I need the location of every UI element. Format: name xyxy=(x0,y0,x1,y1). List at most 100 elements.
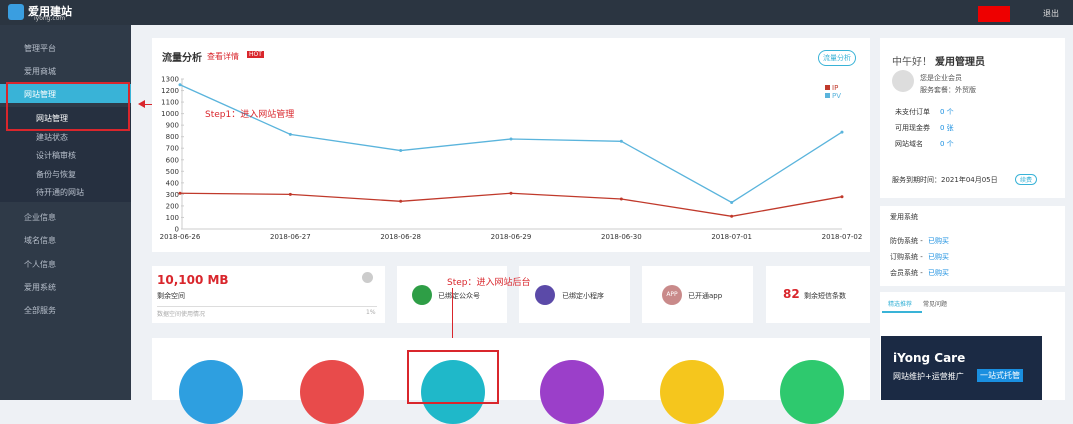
row-label: 会员系统 - xyxy=(890,269,923,277)
menu-item[interactable]: 管理平台 xyxy=(24,44,56,53)
wechat-label: 已绑定公众号 xyxy=(438,292,480,300)
point xyxy=(399,199,403,203)
profile-card xyxy=(880,38,1065,198)
tab[interactable]: 常见问题 xyxy=(923,301,948,308)
y-tick-label: 0 xyxy=(175,226,179,234)
point xyxy=(619,197,623,201)
series-line xyxy=(179,192,843,217)
mini-label: 已绑定小程序 xyxy=(562,292,604,300)
row-value: 0 个 xyxy=(940,108,954,116)
service-icon[interactable] xyxy=(179,360,243,424)
x-tick-label: 2018-06-26 xyxy=(160,233,201,241)
row-value[interactable]: 已购买 xyxy=(928,269,949,277)
flow-button[interactable]: 流量分析 xyxy=(818,50,856,66)
submenu-item[interactable]: 建站状态 xyxy=(36,132,68,142)
service-icon[interactable] xyxy=(540,360,604,424)
arrow-head xyxy=(138,100,145,108)
space-label: 剩余空间 xyxy=(157,292,185,300)
app-label: 已开通app xyxy=(688,292,723,300)
x-tick-label: 2018-06-28 xyxy=(380,233,421,241)
pie-icon xyxy=(362,272,373,283)
y-tick-label: 900 xyxy=(166,122,179,130)
system-card xyxy=(880,206,1065,286)
submenu-bg xyxy=(0,107,131,202)
point xyxy=(840,195,844,199)
submenu-item[interactable]: 网站管理 xyxy=(36,114,68,123)
top-bar xyxy=(0,0,1073,25)
highlight-box xyxy=(407,350,499,404)
legend-swatch xyxy=(825,85,830,90)
logo-sub: iyong.com xyxy=(34,15,66,22)
greeting: 中午好！ xyxy=(892,57,932,68)
logo-icon xyxy=(8,4,24,20)
menu-item[interactable]: 爱用系统 xyxy=(24,282,56,292)
progress xyxy=(157,306,377,307)
row-label: 网站域名 xyxy=(895,140,923,148)
x-tick-label: 2018-06-30 xyxy=(601,233,642,241)
row-label: 未支付订单 xyxy=(895,108,930,116)
renew[interactable]: 续费 xyxy=(1015,174,1038,185)
menu-item[interactable]: 网站管理 xyxy=(24,90,56,99)
y-tick-label: 1200 xyxy=(161,87,179,95)
service-icon[interactable] xyxy=(300,360,364,424)
stat-card xyxy=(766,266,870,323)
annotation: Step1：进入网站管理 xyxy=(205,110,295,120)
user-name: 爱用管理员 xyxy=(935,57,985,68)
wechat-icon xyxy=(412,285,432,305)
row-label: 可用现金券 xyxy=(895,124,930,132)
legend-swatch xyxy=(825,93,830,98)
stat-card xyxy=(642,266,753,323)
point xyxy=(399,149,403,153)
point xyxy=(730,200,734,204)
space-value: 10,100 MB xyxy=(157,273,229,287)
stat-card xyxy=(152,266,385,323)
x-tick-label: 2018-07-02 xyxy=(822,233,863,241)
arrow xyxy=(452,288,453,348)
row-value: 0 张 xyxy=(940,124,954,132)
service-icon[interactable] xyxy=(780,360,844,424)
menu-item[interactable]: 个人信息 xyxy=(24,259,56,269)
highlight-box xyxy=(6,82,130,131)
space-pct: 1% xyxy=(366,309,376,316)
user-avatar[interactable] xyxy=(978,6,1010,22)
avatar xyxy=(892,70,914,92)
row-value[interactable]: 已购买 xyxy=(928,253,949,261)
row-value[interactable]: 已购买 xyxy=(928,237,949,245)
plan: 服务套餐：外贸版 xyxy=(920,86,976,94)
legend-label: PV xyxy=(832,92,841,100)
menu-item[interactable]: 域名信息 xyxy=(24,236,56,246)
y-tick-label: 400 xyxy=(166,179,179,187)
submenu-item[interactable]: 待开通的网站 xyxy=(36,188,84,197)
expire: 服务到期时间：2021年04月05日 xyxy=(892,176,998,184)
submenu-item[interactable]: 备份与恢复 xyxy=(36,169,76,179)
logout[interactable]: 退出 xyxy=(1043,9,1059,18)
y-tick-label: 700 xyxy=(166,145,179,153)
submenu-item[interactable]: 设计稿审核 xyxy=(36,151,76,160)
chart: 0 100 200 300 400 500 600 700 800 900 1000 1100 1200… xyxy=(160,76,863,242)
row-label: 订购系统 - xyxy=(890,253,923,261)
banner-tag: 一站式托管 xyxy=(977,369,1023,382)
hot-badge: HOT xyxy=(247,51,264,58)
y-tick-label: 1000 xyxy=(161,110,179,118)
service-card xyxy=(152,338,870,400)
point xyxy=(288,132,292,136)
card-title: 流量分析 xyxy=(162,53,202,64)
point xyxy=(178,191,182,195)
y-tick-label: 200 xyxy=(166,202,179,210)
tab-underline xyxy=(882,311,922,313)
menu-item[interactable]: 全部服务 xyxy=(24,306,56,316)
app-icon: APP xyxy=(662,285,682,305)
menu-item[interactable]: 企业信息 xyxy=(24,213,56,222)
y-tick-label: 1300 xyxy=(161,76,179,84)
menu-item[interactable]: 爱用商城 xyxy=(24,67,56,76)
chart-card: 0 100 200 300 400 500 600 700 800 900 1000 1100 1200… xyxy=(152,38,870,252)
detail-link[interactable]: 查看详情 xyxy=(207,52,239,61)
banner xyxy=(881,336,1042,400)
system-title: 爱用系统 xyxy=(890,213,918,221)
banner-title: iYong Care xyxy=(893,351,966,365)
y-tick-label: 1100 xyxy=(161,99,179,107)
service-icon[interactable] xyxy=(660,360,724,424)
series-line xyxy=(179,84,843,204)
tab[interactable]: 精选推荐 xyxy=(888,301,913,308)
row-value: 0 个 xyxy=(940,140,954,148)
